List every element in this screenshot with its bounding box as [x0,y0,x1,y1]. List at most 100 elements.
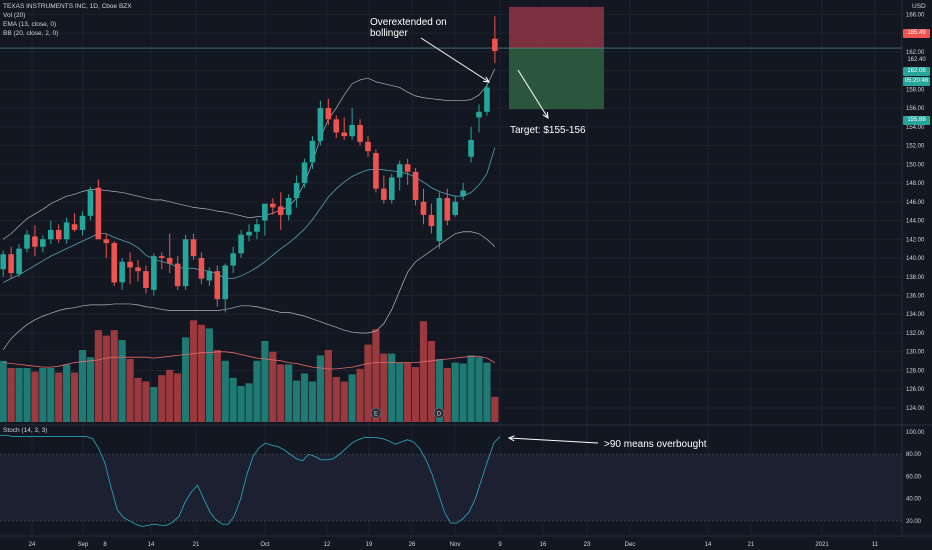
time-tick-label: 21 [748,542,755,548]
candle-body [436,198,443,242]
candle-body [325,108,332,120]
time-tick-label: Sep [78,542,89,548]
volume-bar [340,381,348,422]
stoch-tick-label: 80.00 [906,452,922,458]
bollinger-lower-line [2,231,496,351]
time-tick-label: 24 [29,542,36,548]
price-axis[interactable]: 124.00 126.00 128.00 130.00 132.00 134.00 136.… [906,12,925,412]
price-tick-label: 148.00 [906,181,925,187]
candle-body [420,201,427,215]
volume-bar [134,377,142,422]
volume-bar [435,359,443,422]
volume-bar [181,337,190,422]
volume-bar [419,321,428,422]
volume-bar [94,330,102,422]
stoch-indicator-label[interactable]: Stoch (14, 3, 3) [3,427,48,434]
candle-body [452,201,459,215]
candle-body [246,231,252,236]
volume-bar [0,360,7,422]
volume-bar [396,362,404,422]
volume-bar [451,362,459,422]
volume-bar [126,359,134,422]
volume-bar [205,328,213,422]
overbought-note: >90 means overbought [604,439,707,450]
volume-bar [229,377,237,422]
time-axis[interactable]: 24 Sep 8 14 21 Oct 12 19 26 Nov 9 16 23 Dec 14 21 2021 11 [29,542,879,548]
target-note: Target: $155-156 [510,125,586,136]
time-tick-label: Nov [450,542,461,548]
candle-body [8,254,14,274]
candle-body [71,224,78,230]
candle-body [166,258,173,264]
time-tick-label: 21 [193,542,200,548]
profit-target-zone [509,48,604,110]
candle-body [214,271,221,300]
candle-body [159,256,165,259]
candle-body [373,153,379,189]
candle-body [238,234,244,254]
volume-bar [15,368,23,422]
time-tick-label: Oct [260,542,270,548]
volume-bar [221,360,229,422]
currency-label: USD [912,3,926,10]
volume-bar [332,377,340,422]
candle-body [47,229,54,240]
ema-indicator-label[interactable]: EMA (13, close, 0) [3,21,57,28]
time-tick-label: Dec [625,542,636,548]
volume-bar [118,340,126,422]
stop-price-tag: 165.49 [903,29,930,38]
candle-body [111,243,118,283]
volume-bar [55,372,63,422]
time-tick-label: 2021 [815,542,829,548]
price-tick-label: 166.00 [906,12,925,18]
volume-bar [293,380,301,422]
volume-bar [277,364,285,422]
volume-bar [372,329,380,422]
time-tick-label: 23 [584,542,591,548]
volume-indicator-label[interactable]: Vol (20) [3,12,26,19]
candle-body [24,234,30,249]
volume-bar [78,350,87,422]
candle-body [412,171,419,200]
candle-body [174,263,181,287]
candle-body [277,206,284,215]
candle-body [55,229,62,240]
overextended-note: Overextended on bollinger [370,17,447,39]
price-tick-label: 152.00 [906,144,925,150]
candle-body [388,177,395,200]
price-tick-label: 140.00 [906,256,925,262]
volume-bar [189,320,198,422]
candle-body [87,190,94,216]
time-tick-label: 19 [366,542,373,548]
price-tick-label: 128.00 [906,368,925,374]
stoch-line [0,434,501,527]
price-tick-label: 162.00 [906,50,925,56]
volume-bar [166,369,174,422]
candle-body [0,254,6,270]
stoch-tick-label: 60.00 [906,474,922,480]
price-tick-label: 136.00 [906,293,925,299]
price-tick-label: 154.00 [906,125,925,131]
candle-body [254,224,260,232]
candle-body [151,256,157,290]
volume-bar [142,381,150,422]
time-tick-label: 26 [409,542,416,548]
candle-body [381,188,387,200]
volume-bar [348,374,356,422]
price-tick-label: 142.00 [906,237,925,243]
price-tick-label: 158.00 [906,87,925,93]
candle-body [341,132,347,137]
candle-body [293,183,300,199]
arrow-to-stoch [508,437,599,444]
candles [0,16,498,313]
candle-body [198,258,205,279]
volume-bar [316,355,324,422]
candle-body [484,87,490,112]
candle-body [468,139,474,157]
candle-body [492,38,498,51]
bollinger-indicator-label[interactable]: BB (20, close, 2, 0) [3,30,59,37]
candle-body [428,214,435,227]
entry-price-tag: 162.40 [903,56,930,65]
candle-body [357,124,363,142]
